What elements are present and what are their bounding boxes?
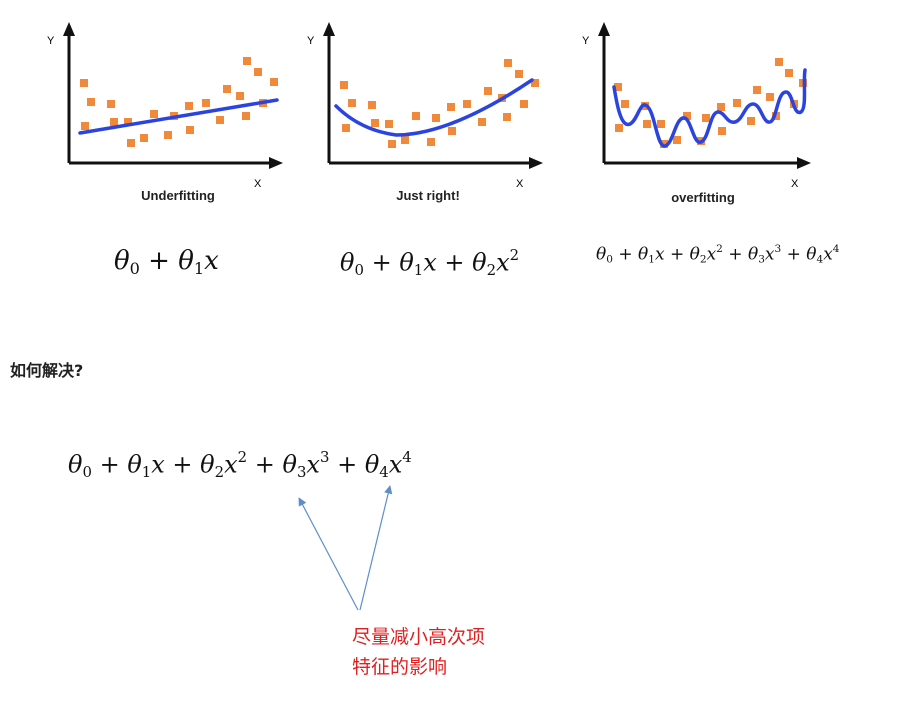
formula-just-right: θ0 + θ1x + θ2x2 bbox=[340, 246, 520, 279]
section-heading: 如何解决? bbox=[10, 361, 84, 380]
x-axis-label: X bbox=[516, 178, 524, 190]
theta4-term: θ bbox=[364, 450, 380, 479]
formula-underfitting: θ0 + θ1x bbox=[114, 246, 219, 278]
panel-caption-overfitting: overfitting bbox=[671, 190, 735, 205]
axes bbox=[598, 22, 811, 169]
theta3-term: θ bbox=[282, 450, 297, 479]
main-formula: θ0 + θ1x + θ2x2 + θ3x3 + θ4x4 bbox=[68, 448, 412, 481]
fit-curve bbox=[334, 78, 534, 137]
annotation-line-1: 尽量减小高次项 bbox=[352, 626, 486, 648]
data-points bbox=[80, 57, 278, 147]
annotation-line-2: 特征的影响 bbox=[352, 656, 448, 678]
arrow-to-theta4 bbox=[359, 485, 393, 611]
panel-caption-just-right: Just right! bbox=[396, 188, 460, 203]
x-axis-label: X bbox=[254, 178, 262, 190]
axes bbox=[323, 22, 543, 169]
fit-curve bbox=[612, 68, 807, 148]
overfitting-plot: Y X bbox=[582, 22, 811, 190]
underfitting-plot: Y X bbox=[47, 22, 283, 190]
y-axis-label: Y bbox=[47, 35, 55, 47]
formula-overfitting: θ0 + θ1x + θ2x2 + θ3x3 + θ4x4 bbox=[596, 243, 840, 266]
x-axis-label: X bbox=[791, 178, 799, 190]
y-axis-label: Y bbox=[582, 35, 590, 47]
panel-caption-underfitting: Underfitting bbox=[141, 188, 215, 203]
arrow-to-theta3 bbox=[298, 497, 359, 611]
fit-curve bbox=[78, 98, 279, 135]
just-right-plot: Y X bbox=[307, 22, 543, 190]
axes bbox=[63, 22, 283, 169]
y-axis-label: Y bbox=[307, 35, 315, 47]
annotation-note: 尽量减小高次项 特征的影响 bbox=[352, 622, 485, 682]
